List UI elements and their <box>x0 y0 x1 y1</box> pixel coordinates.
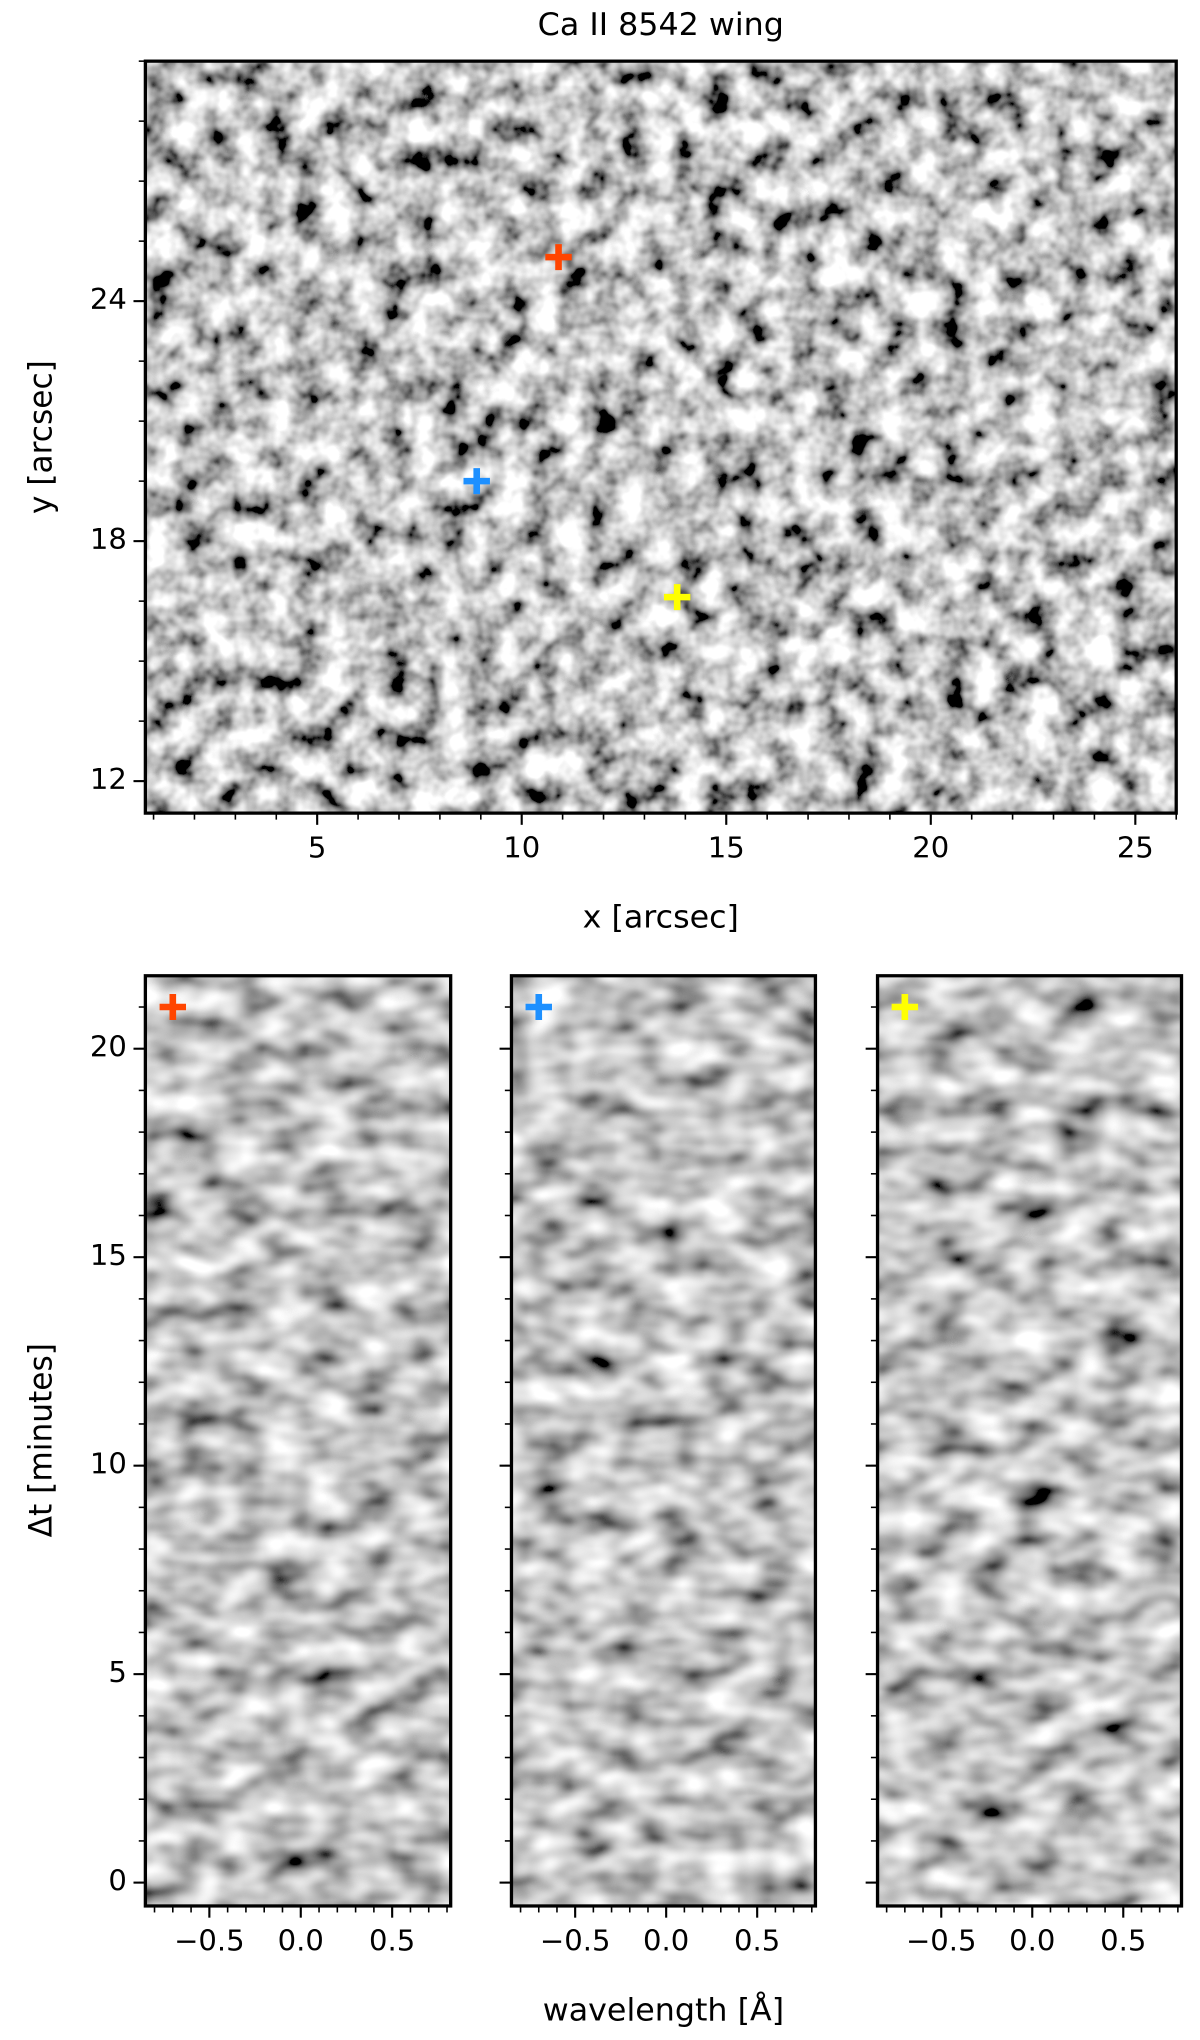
x-tick-label: 5 <box>308 831 326 865</box>
chart-title: Ca II 8542 wing <box>538 7 784 43</box>
axes-frame <box>875 974 1184 1908</box>
x-tick-label: 0.0 <box>643 1924 689 1958</box>
y-tick-label: 24 <box>90 282 127 316</box>
plot-area: Ca II 8542 wing x [arcsec] y [arcsec] Δt… <box>23 7 1184 2029</box>
marker <box>463 468 490 495</box>
x-tick-label: 0.0 <box>1009 1924 1055 1958</box>
image-panel <box>877 975 1182 1906</box>
y-tick-label: 12 <box>90 762 127 796</box>
axes-frame <box>509 974 818 1908</box>
image-panel <box>145 61 1177 814</box>
x-axis-label: wavelength [Å] <box>543 1991 784 2029</box>
y-tick-label: 10 <box>90 1447 127 1481</box>
x-tick-label: −0.5 <box>906 1924 977 1958</box>
y-tick-label: 20 <box>90 1030 127 1064</box>
axes-frame <box>143 59 1178 815</box>
image-panel <box>511 975 816 1906</box>
marker <box>545 244 572 271</box>
x-tick-label: 0.5 <box>369 1924 415 1958</box>
y-tick-label: 0 <box>108 1864 126 1898</box>
axes-frame <box>143 974 453 1908</box>
marker <box>891 994 919 1021</box>
x-tick-label: 20 <box>912 831 949 865</box>
y-tick-label: 18 <box>90 522 127 556</box>
marker <box>159 994 187 1021</box>
x-axis-label: x [arcsec] <box>583 900 739 936</box>
marker <box>525 994 552 1021</box>
y-axis-label: Δt [minutes] <box>23 1343 59 1537</box>
marker <box>663 584 691 611</box>
x-tick-label: −0.5 <box>540 1924 611 1958</box>
x-tick-label: 0.5 <box>734 1924 780 1958</box>
x-tick-label: 0.0 <box>278 1924 324 1958</box>
x-tick-label: −0.5 <box>174 1924 245 1958</box>
x-tick-label: 15 <box>708 831 745 865</box>
y-tick-label: 5 <box>108 1655 126 1689</box>
y-axis-label: y [arcsec] <box>23 360 59 514</box>
x-tick-label: 10 <box>503 831 540 865</box>
x-tick-label: 0.5 <box>1100 1924 1146 1958</box>
image-panel <box>145 975 451 1906</box>
y-tick-label: 15 <box>90 1238 127 1272</box>
x-tick-label: 25 <box>1117 831 1154 865</box>
